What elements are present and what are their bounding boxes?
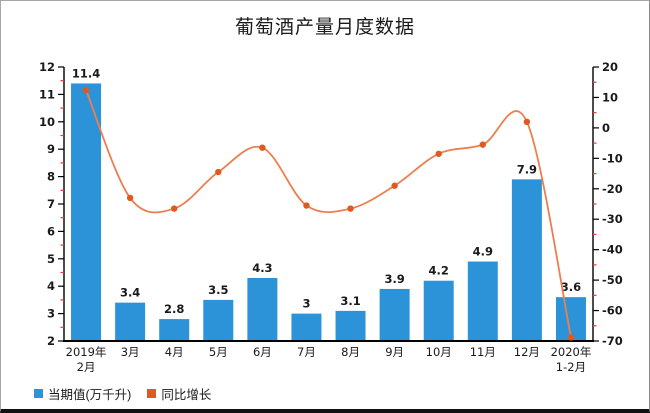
line-marker	[259, 144, 266, 151]
svg-text:7.9: 7.9	[517, 162, 537, 176]
svg-text:-70: -70	[602, 334, 623, 348]
svg-text:2: 2	[47, 334, 55, 348]
bar	[203, 299, 234, 341]
svg-text:2月: 2月	[77, 360, 96, 374]
svg-text:11.4: 11.4	[72, 66, 100, 80]
legend-item-bar-series: 当期值(万千升)	[34, 384, 131, 403]
bar	[423, 280, 454, 341]
svg-text:3: 3	[47, 307, 55, 321]
svg-text:2019年: 2019年	[66, 345, 107, 359]
svg-text:7月: 7月	[297, 345, 316, 359]
svg-text:-40: -40	[602, 243, 623, 257]
bar	[247, 277, 278, 341]
bar	[159, 319, 190, 341]
svg-text:10月: 10月	[426, 345, 452, 359]
svg-text:7: 7	[47, 197, 55, 211]
svg-text:3.4: 3.4	[120, 286, 140, 300]
svg-text:6月: 6月	[253, 345, 272, 359]
svg-text:10: 10	[39, 115, 55, 129]
svg-text:-10: -10	[602, 151, 623, 165]
svg-text:-30: -30	[602, 212, 623, 226]
svg-text:3.1: 3.1	[340, 294, 360, 308]
svg-text:10: 10	[602, 90, 618, 104]
legend-item-line-series: 同比增长	[147, 384, 211, 403]
bar	[115, 302, 146, 341]
svg-text:3月: 3月	[121, 345, 140, 359]
bar	[335, 310, 366, 341]
line-marker	[567, 334, 575, 341]
line-series-swatch-icon	[147, 389, 157, 398]
svg-text:9: 9	[47, 142, 55, 156]
svg-text:2.8: 2.8	[164, 302, 184, 316]
svg-text:2020年: 2020年	[551, 345, 592, 359]
bar	[467, 261, 498, 341]
svg-text:3.5: 3.5	[208, 283, 228, 297]
svg-text:3.6: 3.6	[561, 280, 581, 294]
svg-text:0: 0	[602, 121, 610, 135]
bar-series	[71, 83, 586, 341]
svg-text:4.2: 4.2	[429, 264, 449, 278]
bar-value-labels: 11.4 3.4 2.8 3.5 4.3 3 3.1 3.9 4.2 4.9 7.9 3.6	[72, 66, 581, 316]
left-axis: 2 3 4 5 6 7 8 9 10 11 12	[39, 60, 64, 348]
line-marker	[171, 205, 178, 212]
line-series-label: 同比增长	[161, 388, 212, 402]
svg-text:3: 3	[302, 297, 310, 311]
bar	[511, 179, 542, 341]
line-series	[82, 86, 575, 341]
chart-title: 葡萄酒产量月度数据	[234, 17, 415, 38]
svg-text:3.9: 3.9	[384, 272, 404, 286]
svg-text:4: 4	[47, 279, 55, 293]
svg-text:12月: 12月	[514, 345, 540, 359]
svg-text:5: 5	[47, 252, 55, 266]
right-axis: 20 10 0 -10 -20 -30 -40 -50 -60 -70	[593, 60, 623, 348]
line-marker	[82, 86, 90, 94]
svg-text:20: 20	[602, 60, 618, 74]
bar	[379, 288, 410, 341]
svg-text:1-2月: 1-2月	[556, 360, 586, 374]
svg-text:-50: -50	[602, 273, 623, 287]
svg-text:-60: -60	[602, 304, 623, 318]
svg-text:4月: 4月	[165, 345, 184, 359]
line-marker	[435, 150, 442, 157]
svg-text:4.9: 4.9	[473, 245, 493, 259]
svg-text:-20: -20	[602, 182, 623, 196]
line-marker	[479, 141, 486, 148]
growth-line	[85, 89, 572, 338]
line-marker	[391, 182, 398, 189]
bar-series-swatch-icon	[34, 389, 43, 398]
line-marker	[347, 205, 354, 212]
svg-text:11: 11	[39, 87, 55, 101]
legend: 当期值(万千升) 同比增长	[34, 384, 211, 403]
line-marker	[126, 194, 134, 202]
line-marker	[523, 118, 531, 126]
svg-text:6: 6	[47, 224, 55, 238]
svg-text:8月: 8月	[341, 345, 360, 359]
line-marker	[303, 202, 310, 209]
bar-series-label: 当期值(万千升)	[48, 388, 132, 402]
svg-text:11月: 11月	[470, 345, 496, 359]
svg-text:9月: 9月	[385, 345, 404, 359]
svg-text:5月: 5月	[209, 345, 228, 359]
svg-text:12: 12	[39, 60, 55, 74]
svg-text:4.3: 4.3	[252, 261, 272, 275]
line-marker	[215, 168, 222, 176]
bar	[71, 83, 102, 341]
bar	[291, 313, 322, 341]
svg-text:8: 8	[47, 170, 55, 184]
